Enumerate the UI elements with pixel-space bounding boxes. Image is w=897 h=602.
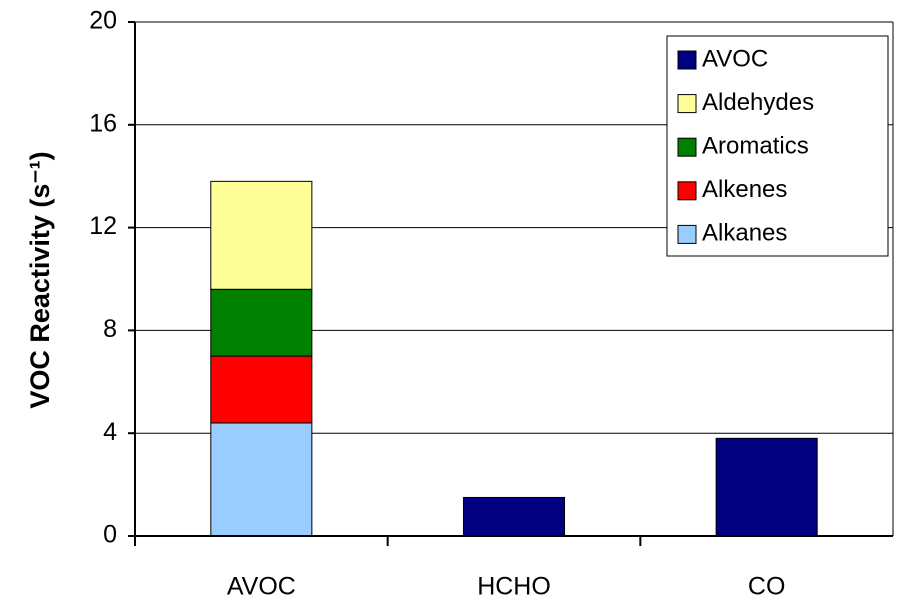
y-tick-label: 8 bbox=[103, 315, 117, 343]
bar-segment bbox=[210, 422, 313, 537]
bar-segment bbox=[210, 355, 313, 424]
x-tick-label: CO bbox=[748, 573, 786, 601]
y-tick-label: 4 bbox=[103, 418, 117, 446]
legend-box bbox=[666, 35, 889, 257]
y-tick-label: 16 bbox=[89, 109, 117, 137]
x-tick-label: HCHO bbox=[477, 573, 551, 601]
legend-label: Aldehydes bbox=[702, 89, 814, 116]
y-tick-label: 12 bbox=[89, 212, 117, 240]
legend-swatch bbox=[677, 181, 697, 201]
x-tick-label: AVOC bbox=[227, 573, 296, 601]
legend-label: AVOC bbox=[702, 45, 768, 72]
legend-swatch bbox=[677, 224, 697, 244]
bar-segment bbox=[715, 437, 818, 537]
legend-label: Alkanes bbox=[702, 220, 787, 247]
legend-label: Alkenes bbox=[702, 176, 787, 203]
bar-segment bbox=[210, 180, 313, 290]
y-tick-label: 20 bbox=[89, 7, 117, 35]
y-axis-label: VOC Reactivity (s⁻¹) bbox=[25, 151, 55, 408]
bar-segment bbox=[462, 496, 566, 537]
legend-swatch bbox=[677, 137, 697, 157]
bar-segment bbox=[210, 288, 313, 357]
legend-label: Aromatics bbox=[702, 133, 809, 160]
y-tick-label: 0 bbox=[103, 521, 117, 549]
legend-swatch bbox=[677, 94, 697, 114]
legend-swatch bbox=[677, 50, 697, 70]
